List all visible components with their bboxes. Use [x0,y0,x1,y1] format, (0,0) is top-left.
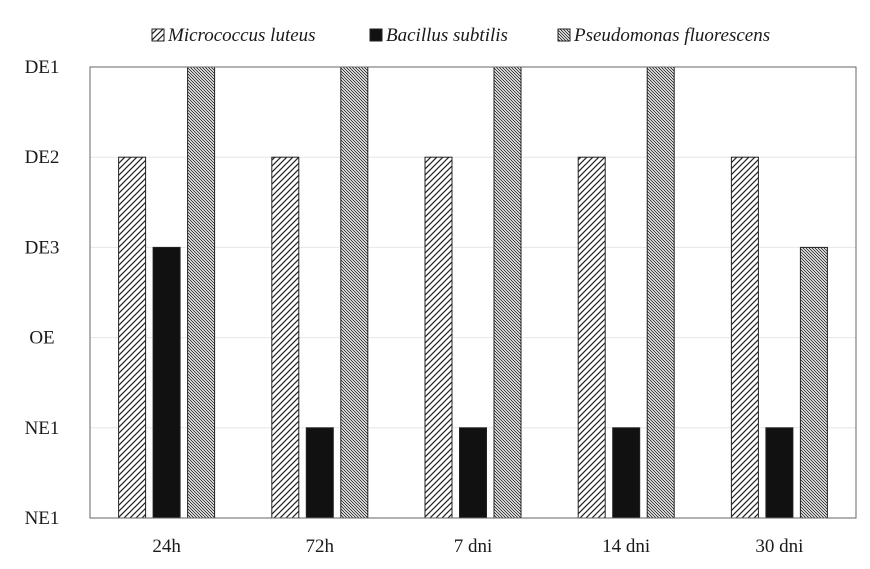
bar [424,156,453,519]
legend-entry: Bacillus subtilis [386,25,508,46]
bar [305,427,334,519]
x-tick-label: 30 dni [755,536,803,557]
x-axis-tick-labels: 24h 72h 7 dni 14 dni 30 dni [152,536,803,557]
y-tick-label: DE3 [25,237,60,258]
bar [646,66,675,519]
bar [118,156,147,519]
x-tick-label: 72h [306,536,335,557]
x-tick-label: 24h [152,536,181,557]
legend-swatch [369,28,383,42]
bar [799,246,828,519]
y-tick-label: DE1 [25,57,60,78]
bar [765,427,794,519]
bar [340,66,369,519]
y-tick-label: NE1 [25,508,60,529]
bar [187,66,216,519]
legend-swatch [557,28,571,42]
plot-frame [89,66,857,519]
x-tick-label: 14 dni [602,536,650,557]
legend: Micrococcus luteus Bacillus subtilis Pseud… [151,25,770,46]
legend-swatch [151,28,165,42]
x-tick-label: 7 dni [454,536,493,557]
y-axis-tick-labels: NE1 NE1 OE DE3 DE2 DE1 [25,57,60,529]
bar [459,427,487,519]
bar [612,427,641,519]
y-tick-label: NE1 [25,418,60,439]
y-tick-label: OE [29,328,54,349]
legend-entry: Pseudomonas fluorescens [573,25,770,46]
bar [271,156,300,519]
bar [577,156,606,519]
bar [493,66,522,519]
y-tick-label: DE2 [25,147,60,168]
bars [118,66,828,519]
legend-entry: Micrococcus luteus [167,25,316,46]
bar [730,156,759,519]
bar [152,246,181,519]
